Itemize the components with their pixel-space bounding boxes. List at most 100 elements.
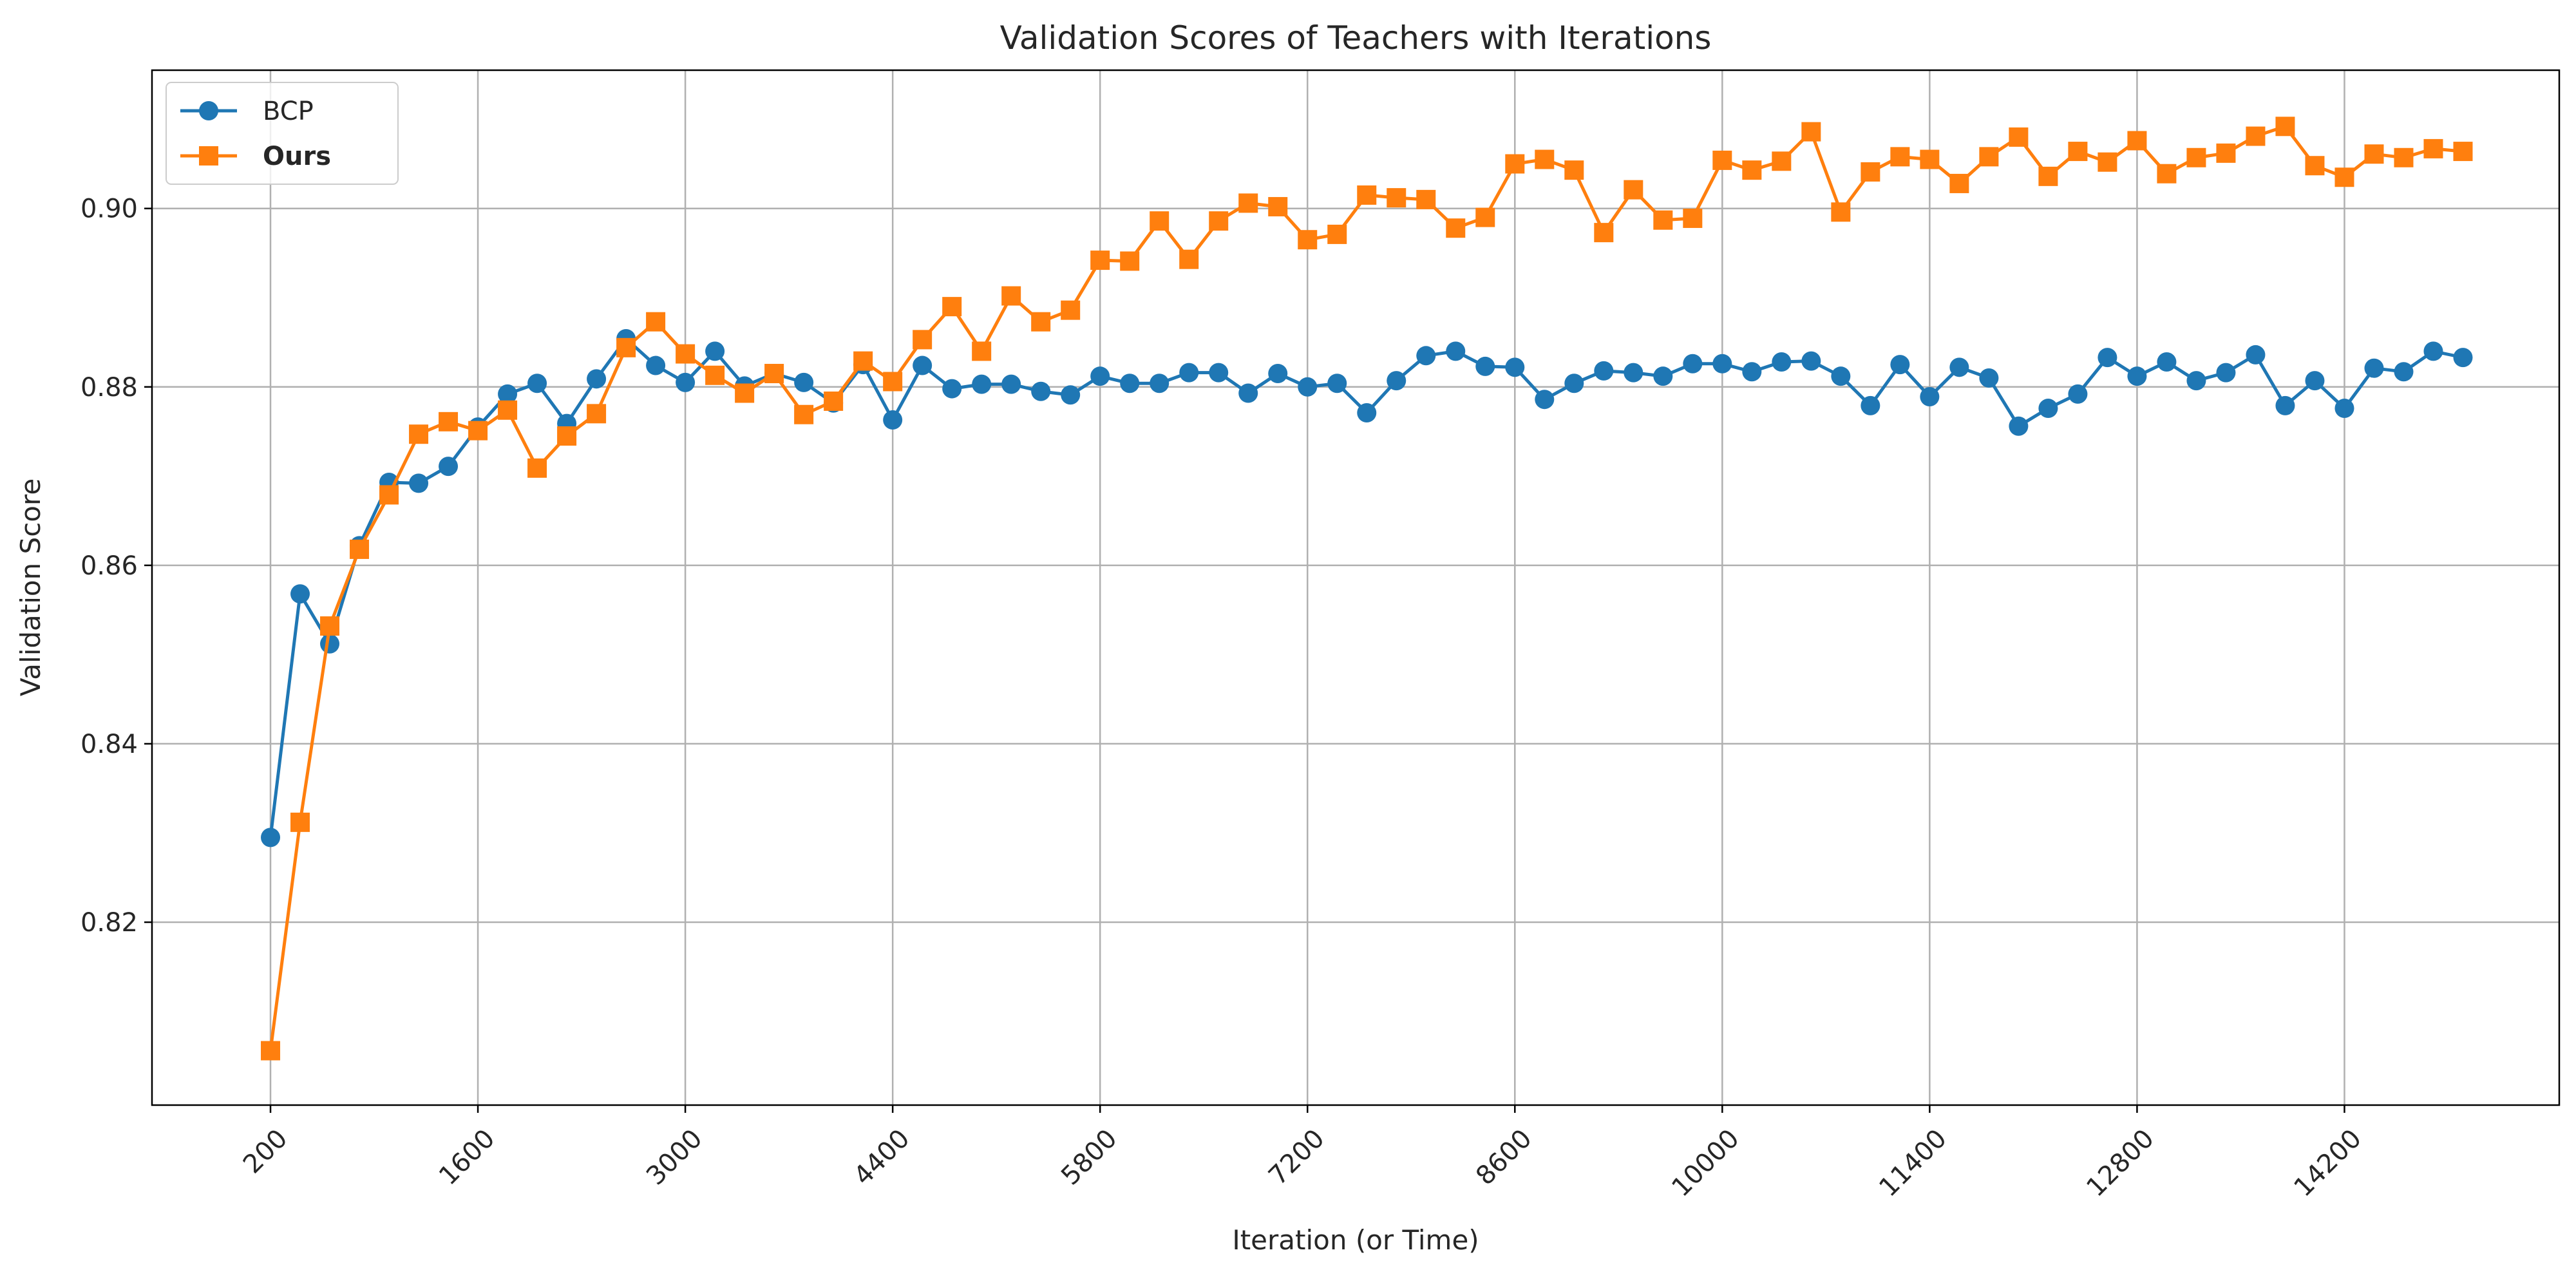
data-point-bcp [1890, 355, 1910, 375]
data-point-bcp [2098, 348, 2117, 368]
data-point-bcp [2275, 395, 2295, 415]
data-point-ours [290, 812, 310, 832]
data-point-ours [2275, 117, 2295, 137]
data-point-bcp [1031, 381, 1051, 401]
data-point-bcp [942, 379, 962, 399]
data-point-ours [2334, 167, 2354, 187]
data-point-ours [972, 341, 992, 361]
data-point-bcp [794, 372, 814, 392]
data-point-bcp [1238, 383, 1258, 403]
data-point-ours [2157, 164, 2177, 184]
data-point-ours [527, 458, 547, 478]
data-point-bcp [705, 341, 725, 361]
data-point-ours [2364, 144, 2384, 164]
data-point-ours [1831, 202, 1851, 222]
plot-frame [151, 69, 2561, 1106]
data-point-bcp [2157, 352, 2177, 372]
legend-box [166, 82, 399, 185]
data-point-ours [379, 485, 399, 505]
data-point-ours [2394, 147, 2414, 167]
data-point-bcp [527, 374, 547, 393]
data-point-ours [2453, 142, 2473, 162]
data-point-ours [1624, 180, 1643, 200]
series-ours [261, 117, 2473, 1061]
legend: BCP Ours [166, 82, 399, 185]
data-point-bcp [1061, 385, 1081, 405]
data-point-ours [646, 312, 666, 332]
data-point-bcp [498, 384, 518, 404]
data-point-bcp [1683, 354, 1703, 374]
data-point-ours [1446, 218, 1466, 238]
data-point-ours [439, 412, 459, 431]
data-point-ours [1031, 312, 1051, 332]
data-point-ours [1594, 223, 1614, 243]
data-point-bcp [1150, 374, 1170, 393]
data-point-bcp [2009, 416, 2029, 436]
data-point-bcp [1949, 357, 1969, 377]
data-point-ours [261, 1041, 281, 1061]
y-tick-label: 0.82 [80, 908, 138, 938]
data-point-ours [1120, 251, 1140, 271]
data-point-bcp [1742, 362, 1762, 382]
data-point-bcp [320, 634, 340, 654]
data-point-bcp [883, 410, 903, 430]
data-point-ours [705, 365, 725, 385]
data-point-bcp [1564, 374, 1584, 393]
data-point-ours [1090, 251, 1110, 270]
data-point-ours [794, 404, 814, 424]
data-point-bcp [2364, 358, 2384, 378]
data-point-bcp [1475, 356, 1495, 376]
data-point-ours [1061, 300, 1081, 320]
data-point-ours [616, 337, 636, 357]
data-point-bcp [2394, 362, 2414, 382]
data-point-ours [1653, 210, 1673, 230]
data-point-ours [1179, 249, 1199, 269]
data-point-bcp [1920, 387, 1940, 407]
legend-label-ours: Ours [263, 142, 331, 171]
legend-label-bcp: BCP [263, 97, 314, 126]
legend-marker-bcp [199, 101, 218, 120]
data-point-bcp [1387, 371, 1406, 391]
data-point-ours [2305, 156, 2325, 176]
data-point-bcp [290, 584, 310, 604]
data-point-ours [1949, 173, 1969, 193]
data-point-ours [1979, 147, 1999, 167]
data-point-bcp [2127, 366, 2147, 386]
data-point-ours [2423, 138, 2443, 158]
data-point-ours [1564, 160, 1584, 180]
data-point-ours [468, 421, 488, 440]
data-point-ours [2186, 147, 2206, 167]
data-point-ours [557, 426, 577, 446]
data-point-ours [1861, 162, 1880, 182]
data-point-bcp [2334, 399, 2354, 419]
data-point-bcp [439, 457, 459, 477]
data-point-bcp [1120, 374, 1140, 393]
data-point-ours [735, 383, 755, 403]
data-point-ours [2098, 152, 2117, 172]
data-point-bcp [1001, 374, 1021, 394]
data-point-ours [1238, 193, 1258, 213]
data-point-bcp [1298, 377, 1318, 397]
data-point-bcp [676, 372, 696, 392]
data-point-ours [1268, 196, 1288, 216]
data-point-bcp [1446, 341, 1466, 361]
data-point-ours [1772, 151, 1792, 171]
data-point-bcp [2186, 371, 2206, 391]
data-point-bcp [1861, 395, 1880, 415]
data-point-ours [320, 616, 340, 636]
data-point-bcp [972, 374, 992, 394]
data-point-bcp [1801, 351, 1821, 371]
legend-marker-ours [199, 146, 218, 166]
x-axis-label: Iteration (or Time) [1232, 1224, 1479, 1256]
y-tick-label: 0.90 [80, 194, 138, 224]
data-point-ours [1890, 147, 1910, 167]
data-point-bcp [1594, 361, 1614, 381]
data-point-bcp [2038, 399, 2058, 419]
data-point-ours [942, 297, 962, 317]
data-point-ours [676, 344, 696, 364]
data-point-bcp [1979, 368, 1999, 388]
data-point-ours [1298, 230, 1318, 250]
data-point-ours [1150, 211, 1170, 231]
